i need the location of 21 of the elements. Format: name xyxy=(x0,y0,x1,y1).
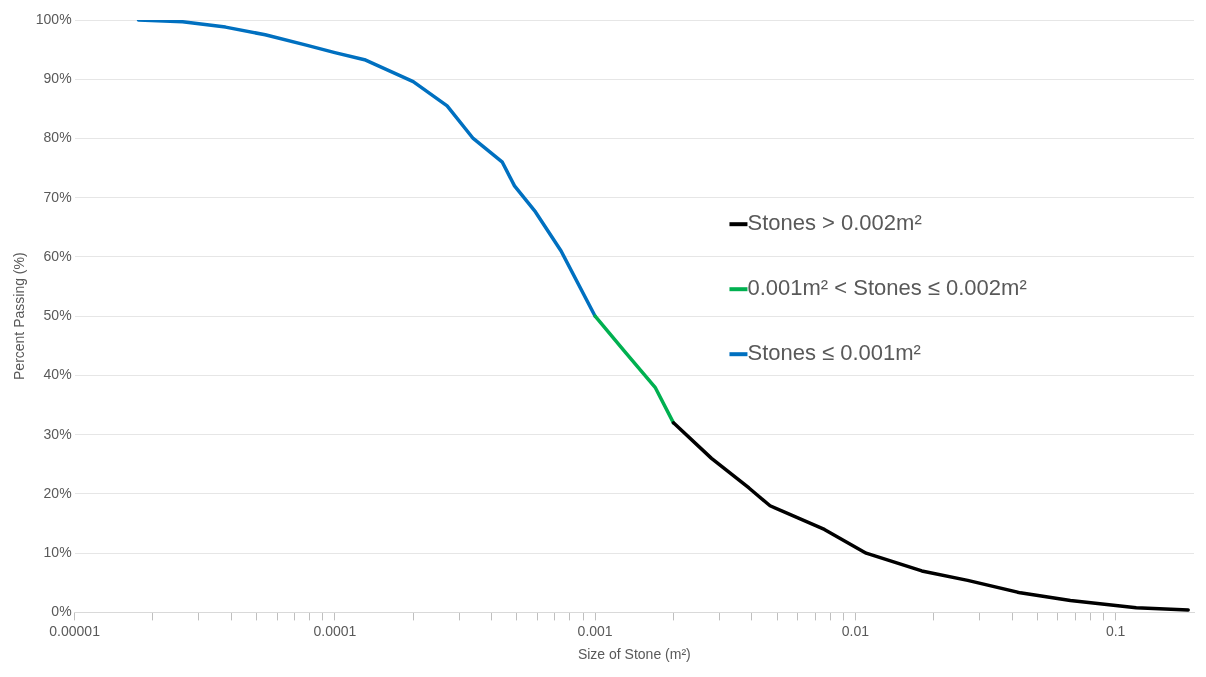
y-tick-label: 0% xyxy=(51,603,72,620)
y-axis-title: Percent Passing (%) xyxy=(11,252,28,380)
y-tick-label: 100% xyxy=(35,10,72,27)
y-tick-label: 40% xyxy=(43,366,72,383)
y-tick-label: 80% xyxy=(43,129,72,146)
x-tick-label: 0.001 xyxy=(577,622,613,639)
y-tick-label: 30% xyxy=(43,425,72,442)
x-tick-label: 0.00001 xyxy=(49,622,101,639)
legend-label: 0.001m² < Stones ≤ 0.002m² xyxy=(747,275,1027,301)
x-tick-label: 0.01 xyxy=(841,622,870,639)
x-tick-label: 0.1 xyxy=(1105,622,1126,639)
legend-label: Stones > 0.002m² xyxy=(747,210,922,236)
x-axis-title: Size of Stone (m²) xyxy=(577,646,691,663)
x-tick-label: 0.0001 xyxy=(313,622,357,639)
legend-label: Stones ≤ 0.001m² xyxy=(747,340,921,366)
y-tick-label: 60% xyxy=(43,247,72,264)
y-tick-label: 70% xyxy=(43,188,72,205)
y-tick-label: 90% xyxy=(43,70,72,87)
y-tick-label: 20% xyxy=(43,484,72,501)
y-tick-label: 10% xyxy=(43,544,72,561)
y-tick-label: 50% xyxy=(43,307,72,324)
